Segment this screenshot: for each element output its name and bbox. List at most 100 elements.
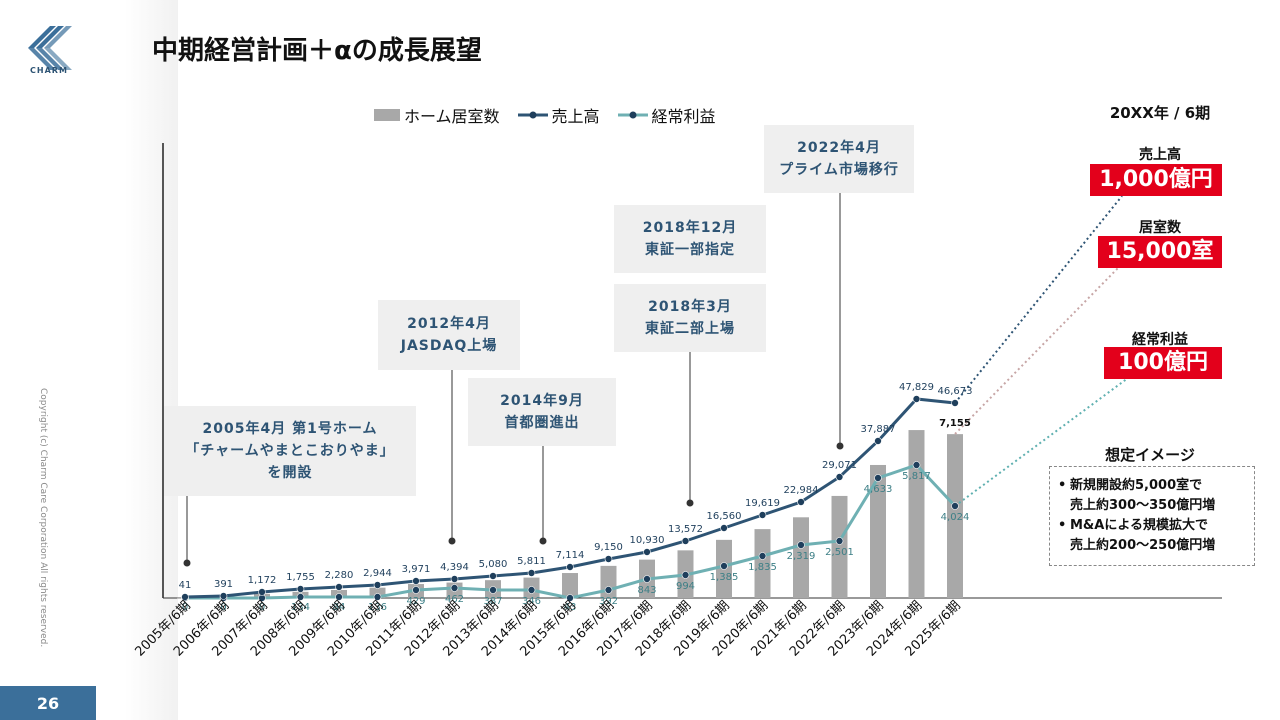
label-profit: 43: [564, 602, 577, 613]
legend-rooms: ホーム居室数: [374, 103, 500, 127]
point-profit: [720, 562, 728, 570]
point-profit: [296, 593, 305, 601]
point-sales: [296, 585, 305, 593]
label-profit: 387: [483, 596, 502, 607]
projection-sales: [954, 195, 1123, 404]
point-profit: [835, 537, 844, 545]
target-sales-label: 売上高: [1139, 147, 1181, 163]
label-value: 7,114: [556, 550, 585, 561]
label-profit: 5,817: [902, 471, 931, 482]
label-value: 2,280: [325, 570, 354, 581]
point-profit: [912, 461, 921, 469]
label-profit: 1,385: [710, 572, 739, 583]
point-sales: [335, 583, 343, 591]
label-profit: 2,319: [787, 551, 816, 562]
charm-logo-icon: [28, 26, 72, 70]
target-sales-value: 1,000億円: [1090, 164, 1222, 196]
point-sales: [412, 577, 420, 585]
legend-sales: 売上高: [517, 103, 600, 127]
point-profit: [643, 575, 651, 583]
annotation-2018-03: 2018年3月 東証二部上場: [614, 284, 766, 352]
target-period: 20XX年 / 6期: [1109, 104, 1211, 122]
point-sales: [566, 563, 574, 571]
label-profit: 0: [220, 602, 226, 613]
bar-rooms: [754, 529, 771, 598]
annotation-2012: 2012年4月 JASDAQ上場: [378, 300, 520, 370]
bar-rooms: [947, 434, 963, 598]
label-value: 47,829: [899, 382, 934, 393]
point-sales: [450, 575, 459, 583]
leader-2012-dot: [448, 537, 456, 545]
label-profit: 4,024: [941, 512, 970, 523]
label-profit: 4,633: [864, 484, 893, 495]
legend-sales-label: 売上高: [551, 107, 600, 126]
chart-legend: ホーム居室数 売上高 経常利益: [374, 103, 716, 127]
point-profit: [681, 571, 690, 579]
bar-rooms: [369, 587, 386, 598]
label-profit: 462: [445, 594, 464, 605]
projection-profit: [954, 377, 1129, 507]
point-sales: [835, 473, 844, 481]
label-value: 37,887: [861, 424, 896, 435]
bar-rooms: [562, 573, 578, 598]
label-value: 1,172: [248, 575, 277, 586]
label-profit: 136: [368, 602, 387, 613]
point-sales: [258, 588, 266, 596]
label-profit: 2,501: [825, 547, 854, 558]
label-value: 5,811: [517, 556, 546, 567]
legend-rooms-label: ホーム居室数: [404, 107, 500, 126]
point-sales: [219, 592, 228, 600]
point-sales: [797, 498, 805, 506]
bar-rooms: [793, 517, 809, 598]
point-profit: [335, 593, 343, 601]
point-sales: [527, 569, 536, 577]
point-profit: [489, 586, 497, 594]
point-profit: [951, 502, 959, 510]
label-profit: 0: [182, 602, 188, 613]
label-value: 13,572: [668, 524, 703, 535]
label-profit: 994: [676, 581, 695, 592]
point-sales: [758, 511, 767, 519]
label-profit: 346: [522, 596, 541, 607]
point-profit: [566, 594, 574, 602]
label-profit: 134: [291, 602, 310, 613]
point-sales: [720, 524, 728, 532]
label-profit: 84: [333, 602, 346, 613]
label-value: 3,971: [402, 564, 431, 575]
label-value: 391: [214, 579, 233, 590]
label-profit: 392: [599, 596, 618, 607]
label-value: 9,150: [594, 542, 623, 553]
point-sales: [643, 548, 651, 556]
label-value: 16,560: [707, 511, 742, 522]
point-profit: [874, 474, 882, 482]
point-profit: [450, 584, 459, 592]
label-value: 19,619: [745, 498, 780, 509]
legend-profit: 経常利益: [617, 103, 716, 127]
page-number: 26: [0, 686, 96, 720]
annotation-2022: 2022年4月 プライム市場移行: [764, 125, 914, 193]
point-sales: [874, 437, 882, 445]
point-profit: [527, 586, 536, 594]
point-sales: [951, 399, 959, 407]
label-profit: 0: [259, 602, 265, 613]
label-value: 4,394: [440, 562, 469, 573]
legend-rooms-swatch: [374, 109, 400, 121]
target-profit-value: 100億円: [1104, 347, 1222, 379]
legend-profit-swatch: [617, 111, 648, 119]
label-value: 5,080: [479, 559, 508, 570]
label-profit: 843: [637, 585, 656, 596]
point-profit: [373, 593, 382, 601]
leader-2018-dot: [686, 499, 694, 507]
label-value: 22,984: [784, 485, 819, 496]
bar-rooms: [908, 430, 925, 598]
annotation-2005: 2005年4月 第1号ホーム 「チャームやまとこおりやま」 を開設: [164, 406, 416, 496]
point-sales: [181, 593, 189, 601]
label-value: 29,071: [822, 460, 857, 471]
point-sales: [912, 395, 921, 403]
point-profit: [604, 586, 613, 594]
projection-rooms: [954, 267, 1119, 435]
logo-text: CHARM: [30, 66, 68, 75]
